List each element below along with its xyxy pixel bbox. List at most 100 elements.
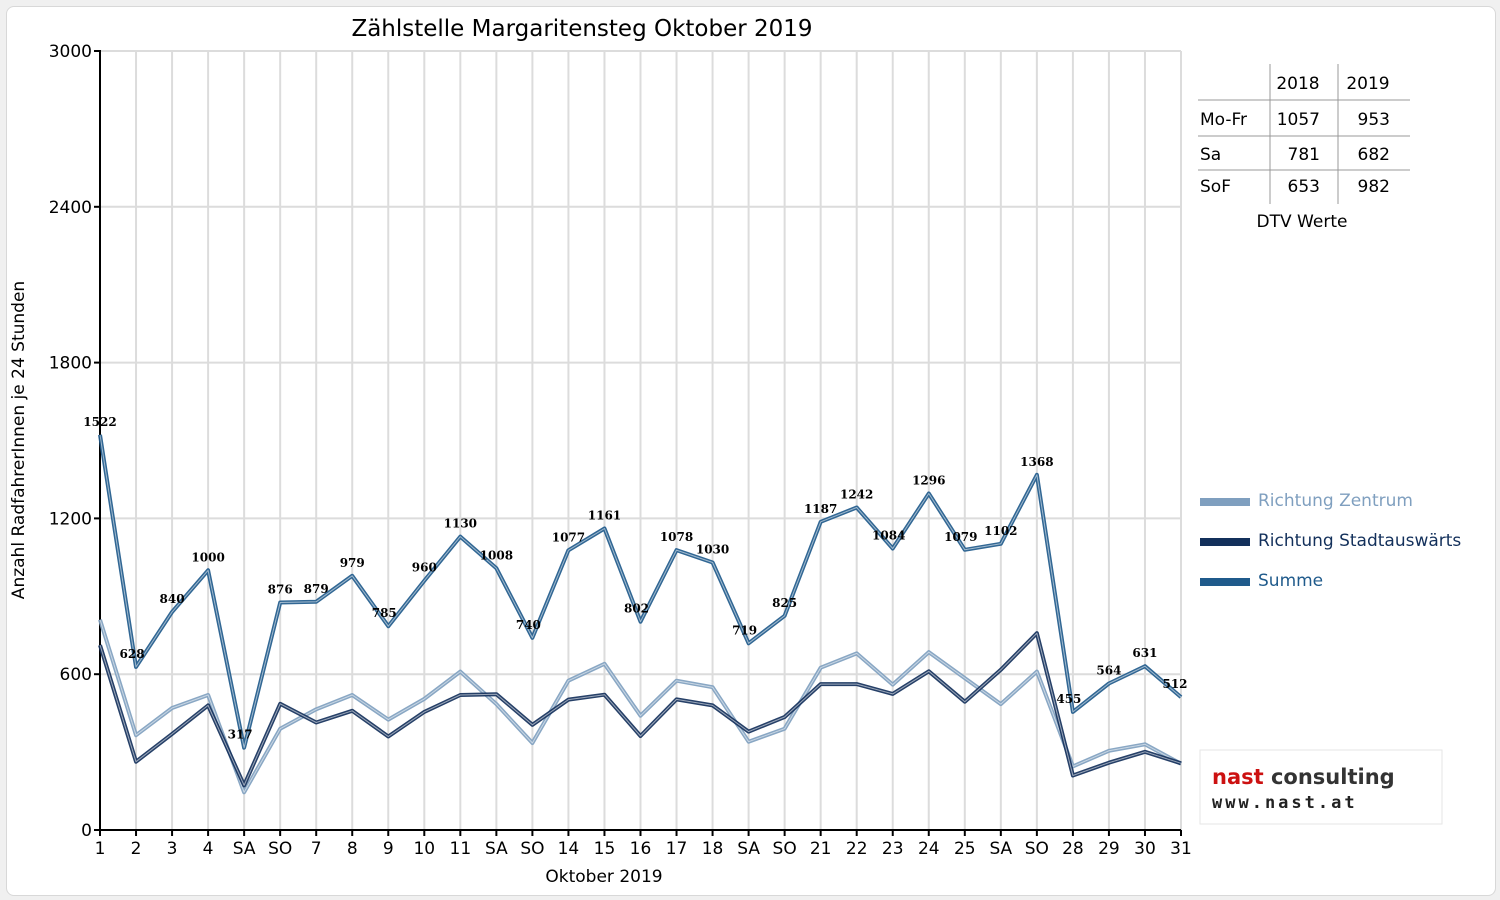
data-label: 1078 [660, 530, 693, 544]
x-tick-label: SA [737, 839, 760, 859]
y-tick-labels: 0 600 1200 1800 2400 3000 [49, 42, 92, 841]
data-label: 1368 [1020, 455, 1053, 469]
y-tick-label: 600 [60, 665, 92, 685]
data-label: 628 [120, 647, 145, 661]
x-axis-title: Oktober 2019 [545, 867, 662, 887]
data-label: 879 [304, 582, 329, 596]
series-line-highlight [99, 619, 1182, 793]
x-tick-label: 15 [594, 839, 616, 859]
series-lines [98, 434, 1183, 795]
x-tick-label: 17 [666, 839, 688, 859]
table-cell: 982 [1358, 177, 1390, 197]
table-caption: DTV Werte [1257, 212, 1348, 232]
x-tick-label: SO [1025, 839, 1049, 859]
x-tick-label: 8 [347, 839, 358, 859]
data-label: 740 [516, 618, 541, 632]
svg-text:nast consulting: nast consulting [1212, 765, 1395, 789]
data-label: 1522 [83, 415, 116, 429]
table-cell: 953 [1358, 110, 1390, 130]
x-tick-label: 16 [630, 839, 652, 859]
table-header-2018: 2018 [1276, 74, 1319, 94]
data-label: 631 [1132, 646, 1157, 660]
x-tick-label: 3 [167, 839, 178, 859]
table-row-label: Sa [1200, 145, 1221, 165]
x-tick-label: 14 [558, 839, 580, 859]
legend-entry: Richtung Stadtauswärts [1258, 531, 1461, 551]
data-label: 876 [268, 583, 293, 597]
y-tick-label: 3000 [49, 42, 92, 62]
x-tick-label: SO [520, 839, 544, 859]
axes [94, 50, 1182, 836]
legend-swatch [1200, 578, 1250, 586]
table-cell: 653 [1288, 177, 1320, 197]
legend-entry: Richtung Zentrum [1258, 491, 1413, 511]
data-labels: 1522 628 840 1000 317 876 879 979 785 960 1130 1008… [83, 415, 1187, 742]
logo-url: www.nast.at [1212, 793, 1358, 813]
x-tick-label: SA [233, 839, 256, 859]
data-label: 979 [340, 556, 365, 570]
data-label: 802 [624, 602, 649, 616]
x-tick-label: 21 [810, 839, 832, 859]
x-tick-label: 25 [954, 839, 976, 859]
x-tick-label: 1 [95, 839, 106, 859]
grid-lines [100, 50, 1182, 830]
logo-name-part1: nast [1212, 765, 1264, 789]
x-tick-label: 22 [846, 839, 868, 859]
table-cell: 682 [1358, 145, 1390, 165]
legend-swatch [1200, 538, 1250, 546]
data-label: 1102 [984, 524, 1017, 538]
data-label: 455 [1056, 692, 1081, 706]
data-label: 825 [772, 596, 797, 610]
x-tick-label: 30 [1134, 839, 1156, 859]
y-tick-label: 0 [81, 821, 92, 841]
x-tick-label: 18 [702, 839, 724, 859]
data-label: 317 [228, 728, 253, 742]
series-line-highlight [99, 632, 1182, 786]
table-row-label: Mo-Fr [1200, 110, 1247, 130]
x-tick-label: SA [989, 839, 1012, 859]
data-label: 1130 [444, 517, 477, 531]
data-label: 1296 [912, 473, 945, 487]
data-label: 564 [1096, 664, 1121, 678]
company-logo: nast consulting www.nast.at [1199, 749, 1443, 825]
x-tick-label: 29 [1098, 839, 1120, 859]
data-label: 1161 [588, 509, 621, 523]
x-tick-label: 4 [203, 839, 214, 859]
x-tick-label: 28 [1062, 839, 1084, 859]
data-label: 1084 [872, 529, 905, 543]
data-label: 1000 [191, 550, 224, 564]
logo-name-part2: consulting [1264, 765, 1395, 789]
chart-frame [6, 6, 1496, 896]
x-tick-label: 24 [918, 839, 940, 859]
data-label: 785 [372, 606, 397, 620]
y-axis-title: Anzahl RadfahrerInnen je 24 Stunden [9, 281, 29, 599]
x-tick-label: 10 [413, 839, 435, 859]
data-label: 960 [412, 561, 437, 575]
dtv-table: 2018 2019 Mo-Fr 1057 953 Sa 781 682 SoF … [1198, 64, 1410, 232]
legend: Richtung Zentrum Richtung Stadtauswärts Su… [1200, 491, 1461, 591]
series-line-highlight [99, 434, 1182, 749]
data-label: 1242 [840, 487, 873, 501]
x-tick-labels: 1 2 3 4 SA SO 7 8 9 10 11 SA SO 14 15 16 17 18 SA SO 21 22 23 2… [95, 839, 1192, 859]
data-label: 1030 [696, 543, 729, 557]
x-tick-label: 31 [1170, 839, 1192, 859]
x-tick-label: 2 [131, 839, 142, 859]
data-label: 1187 [804, 502, 837, 516]
x-tick-label: 11 [450, 839, 472, 859]
legend-entry: Summe [1258, 571, 1323, 591]
table-cell: 781 [1288, 145, 1320, 165]
data-label: 840 [160, 592, 185, 606]
y-tick-label: 1800 [49, 354, 92, 374]
x-tick-label: SO [268, 839, 292, 859]
legend-swatch [1200, 498, 1250, 506]
x-tick-label: SA [485, 839, 508, 859]
table-header-2019: 2019 [1346, 74, 1389, 94]
data-label: 1077 [552, 530, 585, 544]
x-tick-label: SO [773, 839, 797, 859]
table-cell: 1057 [1277, 110, 1320, 130]
x-tick-label: 7 [311, 839, 322, 859]
y-tick-label: 2400 [49, 198, 92, 218]
chart-title: Zählstelle Margaritensteg Oktober 2019 [351, 16, 812, 42]
table-row-label: SoF [1200, 177, 1231, 197]
